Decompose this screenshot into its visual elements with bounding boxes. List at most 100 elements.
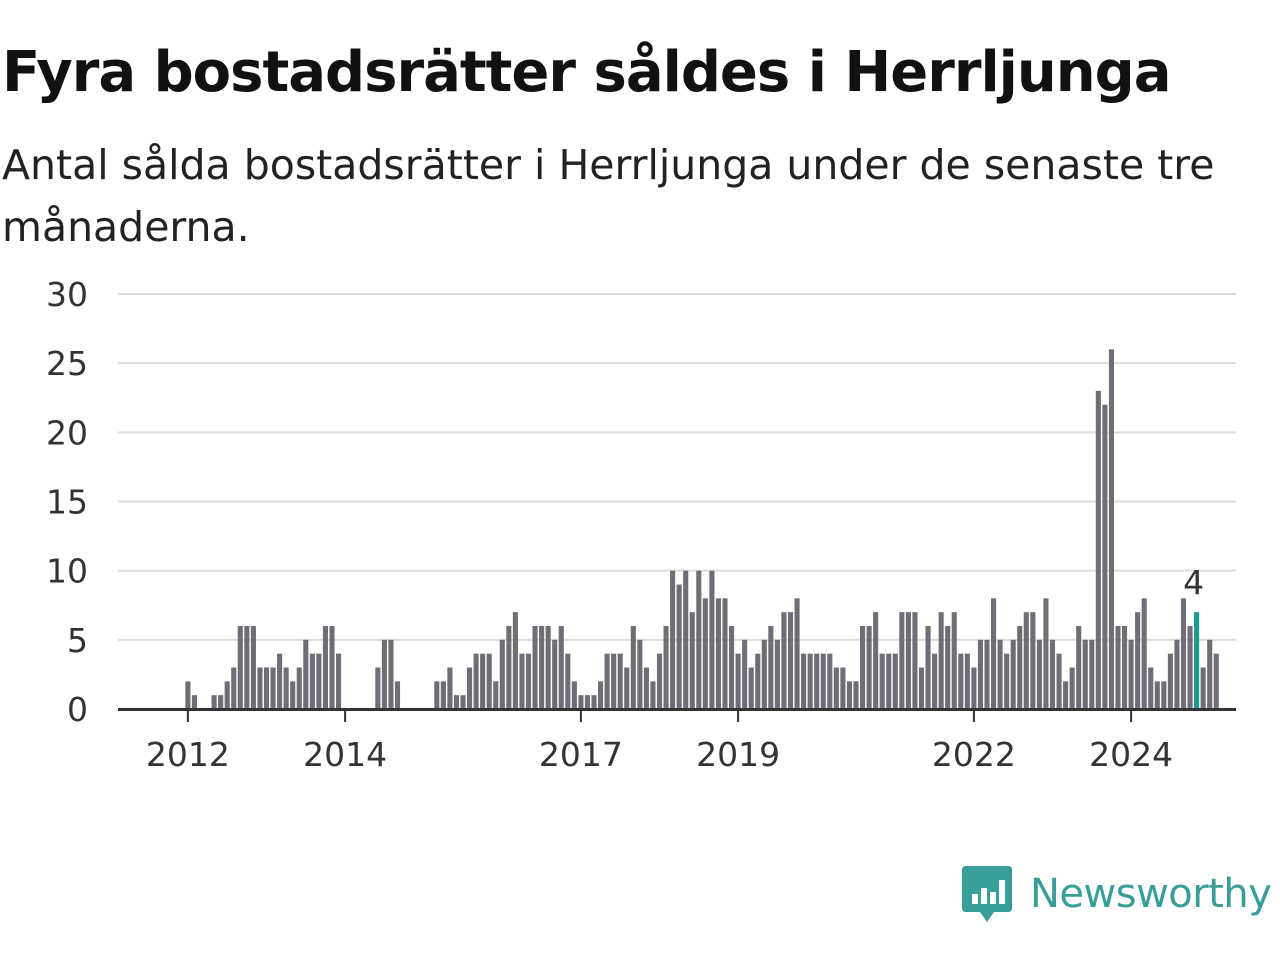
chart-title: Fyra bostadsrätter såldes i Herrljunga bbox=[2, 40, 1171, 105]
bar bbox=[381, 639, 387, 709]
bar bbox=[1128, 639, 1134, 709]
bar bbox=[375, 667, 381, 709]
bar bbox=[624, 667, 630, 709]
bar bbox=[1095, 390, 1101, 709]
bar bbox=[532, 626, 538, 709]
bar bbox=[316, 653, 322, 709]
bar bbox=[676, 584, 682, 709]
bar bbox=[578, 695, 584, 709]
y-tick-label-15: 15 bbox=[46, 483, 88, 522]
bar bbox=[840, 667, 846, 709]
bar bbox=[899, 612, 905, 709]
bar bbox=[656, 653, 663, 709]
bar bbox=[781, 612, 787, 709]
bar bbox=[499, 639, 505, 709]
grid-lines bbox=[118, 293, 1236, 641]
y-tick-label-10: 10 bbox=[46, 552, 88, 591]
bar bbox=[1030, 612, 1036, 709]
bar bbox=[1063, 681, 1069, 709]
bar bbox=[643, 667, 649, 709]
bar bbox=[211, 695, 217, 709]
bar bbox=[860, 626, 866, 709]
bar bbox=[1004, 653, 1010, 709]
bar bbox=[801, 653, 807, 709]
bar bbox=[702, 598, 708, 709]
bar bbox=[336, 653, 342, 709]
x-tick-label-2019: 2019 bbox=[696, 735, 780, 774]
bar bbox=[1141, 598, 1147, 709]
y-tick-label-0: 0 bbox=[67, 690, 88, 729]
bar bbox=[696, 570, 702, 709]
bar bbox=[650, 681, 656, 709]
bar bbox=[715, 598, 721, 709]
bar bbox=[1135, 612, 1141, 709]
bar bbox=[997, 639, 1003, 709]
bar bbox=[250, 626, 256, 709]
x-tick-label-2014: 2014 bbox=[303, 735, 387, 774]
bar bbox=[584, 695, 590, 709]
bar bbox=[493, 681, 499, 709]
bar bbox=[787, 612, 794, 709]
bar bbox=[460, 695, 466, 709]
bar bbox=[1082, 639, 1088, 709]
brand-name: Newsworthy bbox=[1030, 871, 1272, 917]
bar bbox=[1207, 639, 1213, 709]
newsworthy-logo-icon bbox=[962, 866, 1012, 922]
y-tick-label-20: 20 bbox=[46, 413, 88, 452]
bar bbox=[958, 653, 964, 709]
bars bbox=[185, 349, 1219, 709]
bar bbox=[329, 626, 335, 709]
bar bbox=[918, 667, 925, 709]
bar bbox=[1043, 598, 1049, 709]
bar bbox=[689, 612, 695, 709]
bar bbox=[846, 681, 852, 709]
bar bbox=[892, 653, 898, 709]
bar bbox=[440, 681, 446, 709]
x-tick-label-2022: 2022 bbox=[932, 735, 1016, 774]
bar bbox=[670, 570, 676, 709]
bar bbox=[290, 681, 296, 709]
bar bbox=[1049, 639, 1056, 709]
bar bbox=[866, 626, 872, 709]
bar bbox=[1174, 639, 1180, 709]
bar bbox=[1213, 653, 1219, 709]
bar bbox=[755, 653, 761, 709]
bar bbox=[277, 653, 283, 709]
bar bbox=[519, 653, 525, 709]
bar bbox=[1023, 612, 1029, 709]
bar bbox=[873, 612, 879, 709]
bar bbox=[991, 598, 997, 709]
bar bbox=[735, 653, 741, 709]
bar bbox=[257, 667, 263, 709]
bar bbox=[774, 639, 780, 709]
brand-logo: Newsworthy bbox=[962, 862, 1272, 926]
bar bbox=[932, 653, 938, 709]
bar bbox=[1010, 639, 1016, 709]
bar bbox=[591, 695, 597, 709]
bar bbox=[794, 598, 800, 709]
bar bbox=[1036, 639, 1042, 709]
bar bbox=[925, 626, 931, 709]
bar bbox=[617, 653, 623, 709]
bar bbox=[984, 639, 990, 709]
bar bbox=[237, 626, 243, 709]
bar bbox=[971, 667, 977, 709]
bar bbox=[663, 626, 669, 709]
bar bbox=[185, 681, 191, 709]
bar bbox=[1017, 626, 1023, 709]
bar bbox=[748, 667, 754, 709]
bar bbox=[598, 681, 604, 709]
bar bbox=[244, 626, 250, 709]
latest-value-label: 4 bbox=[1183, 563, 1204, 602]
bar bbox=[552, 639, 558, 709]
bar bbox=[951, 612, 957, 709]
bar bbox=[309, 653, 315, 709]
bar bbox=[1148, 667, 1154, 709]
bar bbox=[977, 639, 983, 709]
bar bbox=[945, 626, 951, 709]
bar bbox=[637, 639, 643, 709]
bar bbox=[545, 626, 551, 709]
bar bbox=[833, 667, 839, 709]
bar bbox=[1102, 404, 1108, 709]
bar bbox=[224, 681, 230, 709]
